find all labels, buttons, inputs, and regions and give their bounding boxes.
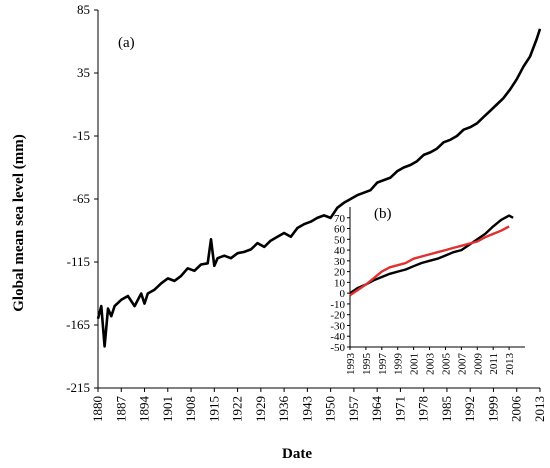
inset-x-tick-label: 1999 xyxy=(393,353,405,376)
main-x-tick-label: 1985 xyxy=(439,396,454,422)
main-x-tick-label: 1999 xyxy=(485,396,500,422)
inset-x-tick-label: 2005 xyxy=(440,353,452,376)
inset-x-tick-label: 2009 xyxy=(472,353,484,376)
inset-y-tick-label: 60 xyxy=(334,224,346,236)
inset-x-tick-label: 2013 xyxy=(504,353,516,376)
x-axis-title: Date xyxy=(282,446,312,462)
main-series-line xyxy=(96,28,542,348)
main-y-tick-label: -115 xyxy=(67,254,90,269)
main-y-tick-label: -15 xyxy=(73,128,90,143)
main-x-tick-label: 1978 xyxy=(416,396,431,422)
main-x-tick-label: 1943 xyxy=(299,396,314,422)
inset-y-tick-label: -20 xyxy=(330,310,345,322)
inset-x-tick-label: 2003 xyxy=(425,353,437,376)
main-x-tick-label: 1950 xyxy=(323,396,338,422)
main-x-tick-label: 2006 xyxy=(509,396,524,423)
inset-x-tick-label: 1995 xyxy=(361,353,373,376)
inset-y-tick-label: 0 xyxy=(340,288,346,300)
inset-series-line xyxy=(349,214,514,295)
inset-y-tick-label: 10 xyxy=(334,277,346,289)
main-x-tick-label: 1929 xyxy=(253,396,268,422)
inset-y-tick-label: 70 xyxy=(334,213,346,225)
main-y-tick-label: -165 xyxy=(66,317,90,332)
inset-x-tick-label: 1993 xyxy=(345,353,357,376)
main-y-tick-label: -65 xyxy=(73,191,90,206)
panel-a-label: (a) xyxy=(118,35,135,51)
main-x-tick-label: 1922 xyxy=(230,396,245,422)
inset-series-line xyxy=(349,225,510,297)
main-x-tick-label: 1894 xyxy=(137,396,152,423)
inset-x-tick-label: 2001 xyxy=(409,353,421,375)
panel-b-label: (b) xyxy=(374,206,392,222)
inset-y-tick-label: -10 xyxy=(330,299,345,311)
inset-x-tick-label: 2007 xyxy=(456,353,468,376)
main-x-tick-label: 1901 xyxy=(160,396,175,422)
main-x-tick-label: 1964 xyxy=(369,396,384,423)
main-x-tick-label: 1908 xyxy=(183,396,198,422)
inset-y-tick-label: 50 xyxy=(334,234,346,246)
main-x-tick-label: 2013 xyxy=(532,396,547,422)
main-x-tick-label: 1880 xyxy=(90,396,105,422)
main-x-tick-label: 1915 xyxy=(206,396,221,422)
main-y-tick-label: 85 xyxy=(77,2,90,17)
main-x-tick-label: 1957 xyxy=(346,396,361,423)
main-x-tick-label: 1971 xyxy=(392,396,407,422)
inset-y-tick-label: -40 xyxy=(330,331,345,343)
main-y-tick-label: 35 xyxy=(77,65,90,80)
inset-y-tick-label: 20 xyxy=(334,267,346,279)
inset-y-tick-label: -50 xyxy=(330,342,345,354)
y-axis-title: Global mean sea level (mm) xyxy=(11,134,27,311)
main-x-tick-label: 1936 xyxy=(276,396,291,423)
main-y-tick-label: -215 xyxy=(66,380,90,395)
main-x-tick-label: 1887 xyxy=(113,396,128,423)
inset-y-tick-label: -30 xyxy=(330,320,345,332)
inset-x-tick-label: 1997 xyxy=(377,353,389,376)
inset-y-tick-label: 40 xyxy=(334,245,346,257)
inset-x-tick-label: 2011 xyxy=(488,353,500,375)
main-x-tick-label: 1992 xyxy=(462,396,477,422)
inset-y-tick-label: 30 xyxy=(334,256,346,268)
